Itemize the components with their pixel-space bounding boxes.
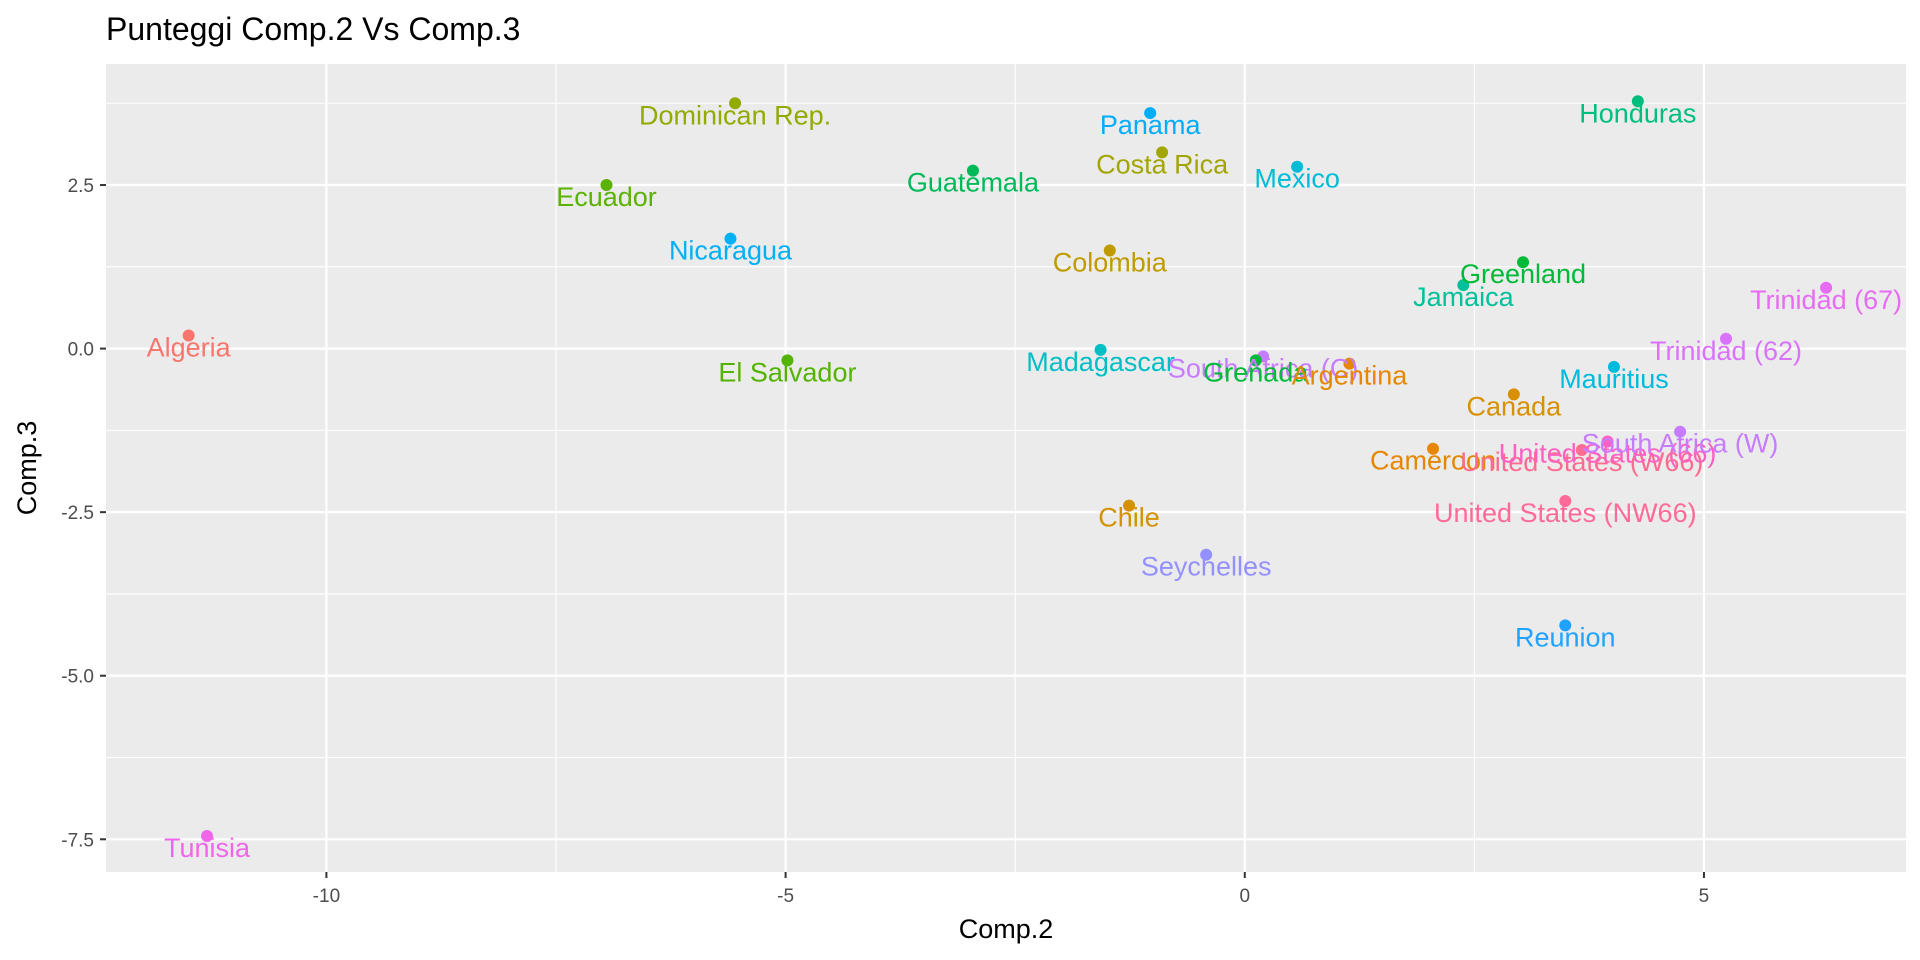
x-axis-title: Comp.2 [959,914,1054,944]
point-labels: Algeria Tunisia Dominican Rep. Ecuador Nicar… [147,98,1903,863]
y-tick-label: -2.5 [61,503,94,524]
point-ecuador [600,179,613,192]
label-mauritius: Mauritius [1559,364,1669,394]
label-colombia: Colombia [1053,247,1168,277]
minor-gridlines [106,64,1906,872]
y-tick-label: 0.0 [68,340,94,361]
point-chile [1123,499,1136,512]
label-greenland: Greenland [1460,259,1586,289]
y-tick-label: -5.0 [61,667,94,688]
point-madagascar [1094,343,1107,356]
point-argentina [1343,357,1356,370]
point-nicaragua [724,232,737,245]
y-tick-label: -7.5 [61,830,94,851]
y-axis: -7.5 -5.0 -2.5 0.0 2.5 [61,176,106,851]
point-greenland [1517,256,1530,269]
point-guatemala [966,164,979,177]
point-seychelles [1200,548,1213,561]
y-axis-title: Comp.3 [12,421,42,516]
x-tick-label: -10 [313,886,340,907]
label-el-salvador: El Salvador [718,357,856,387]
point-trinidad-67 [1820,281,1833,294]
label-cameroon: Cameroon [1370,446,1496,476]
point-canada [1507,388,1520,401]
label-honduras: Honduras [1579,98,1696,128]
label-jamaica: Jamaica [1413,282,1515,312]
label-mexico: Mexico [1254,164,1340,194]
label-canada: Canada [1467,391,1563,421]
point-mexico [1291,160,1304,173]
point-jamaica [1457,279,1470,292]
point-united-states-66 [1601,435,1614,448]
point-united-states-nw66 [1559,495,1572,508]
label-grenada: Grenada [1203,357,1309,387]
point-grenada [1249,354,1262,367]
label-algeria: Algeria [147,333,232,363]
label-trinidad-67: Trinidad (67) [1750,285,1902,315]
label-chile: Chile [1098,503,1160,533]
point-honduras [1631,95,1644,108]
label-south-africa-w: South Africa (W) [1582,429,1779,459]
x-tick-label: -5 [777,886,794,907]
x-tick-label: 5 [1699,886,1710,907]
point-trinidad-62 [1720,332,1732,345]
label-costa-rica: Costa Rica [1096,149,1229,179]
label-ecuador: Ecuador [556,182,657,212]
point-reunion [1559,619,1572,632]
major-gridlines [106,64,1906,872]
label-tunisia: Tunisia [164,833,251,863]
label-nicaragua: Nicaragua [669,236,793,266]
plot-panel [106,64,1906,872]
point-panama [1144,107,1157,120]
point-costa-rica [1156,146,1169,159]
label-trinidad-62: Trinidad (62) [1650,336,1802,366]
x-axis: -10 -5 0 5 [313,872,1710,907]
point-tunisia [201,830,214,843]
label-seychelles: Seychelles [1141,552,1272,582]
label-madagascar: Madagascar [1026,347,1175,377]
label-argentina: Argentina [1292,361,1409,391]
point-colombia [1103,244,1116,257]
x-tick-label: 0 [1239,886,1250,907]
point-south-africa-w [1674,425,1687,438]
label-guatemala: Guatemala [907,168,1040,198]
label-panama: Panama [1100,110,1202,140]
point-united-states-w66 [1575,444,1588,457]
y-tick-label: 2.5 [68,176,94,197]
point-cameroon [1427,442,1440,455]
label-united-states-w66: United States (W66) [1460,447,1703,477]
point-algeria [182,329,195,342]
label-south-africa-c: South Africa (C) [1168,353,1359,383]
label-dominican-rep: Dominican Rep. [639,100,831,130]
data-points [182,95,1833,843]
point-dominican-rep [729,97,742,110]
label-united-states-nw66: United States (NW66) [1434,498,1697,528]
label-united-states-66: United States (66) [1499,439,1717,469]
point-el-salvador [781,354,794,367]
point-mauritius [1607,360,1620,373]
label-reunion: Reunion [1515,622,1616,652]
chart-title: Punteggi Comp.2 Vs Comp.3 [106,11,520,47]
